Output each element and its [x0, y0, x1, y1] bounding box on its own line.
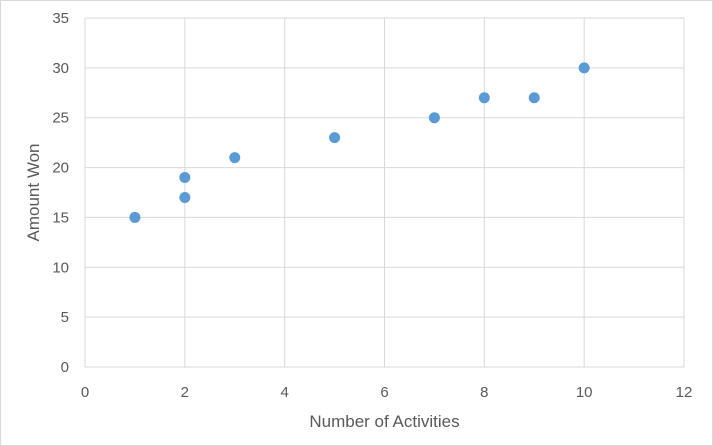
data-point: [179, 191, 191, 203]
data-point: [329, 132, 341, 144]
data-point: [428, 112, 440, 124]
y-tick-label: 0: [61, 359, 69, 376]
x-tick-label: 0: [81, 384, 89, 401]
tick-labels: 0 5 10 15 20 25 30 35 0 2 4 6 8 10 12: [52, 10, 692, 401]
data-point: [229, 152, 241, 164]
x-tick-label: 12: [676, 384, 693, 401]
x-tick-label: 8: [480, 384, 488, 401]
y-tick-label: 5: [61, 309, 69, 326]
x-tick-label: 2: [181, 384, 189, 401]
data-point: [578, 62, 590, 74]
data-point: [528, 92, 540, 104]
y-axis-title: Amount Won: [24, 144, 43, 242]
x-axis-title: Number of Activities: [309, 412, 459, 431]
y-tick-label: 35: [52, 10, 69, 27]
gridlines: [84, 17, 685, 368]
x-tick-label: 4: [280, 384, 288, 401]
x-tick-label: 6: [380, 384, 388, 401]
y-tick-label: 30: [52, 60, 69, 77]
data-point: [129, 211, 141, 223]
y-tick-label: 25: [52, 110, 69, 127]
y-tick-label: 10: [52, 259, 69, 276]
y-tick-label: 20: [52, 160, 69, 177]
data-points: [129, 62, 590, 223]
data-point: [478, 92, 490, 104]
x-tick-label: 10: [576, 384, 593, 401]
data-point: [179, 172, 191, 184]
y-tick-label: 15: [52, 209, 69, 226]
